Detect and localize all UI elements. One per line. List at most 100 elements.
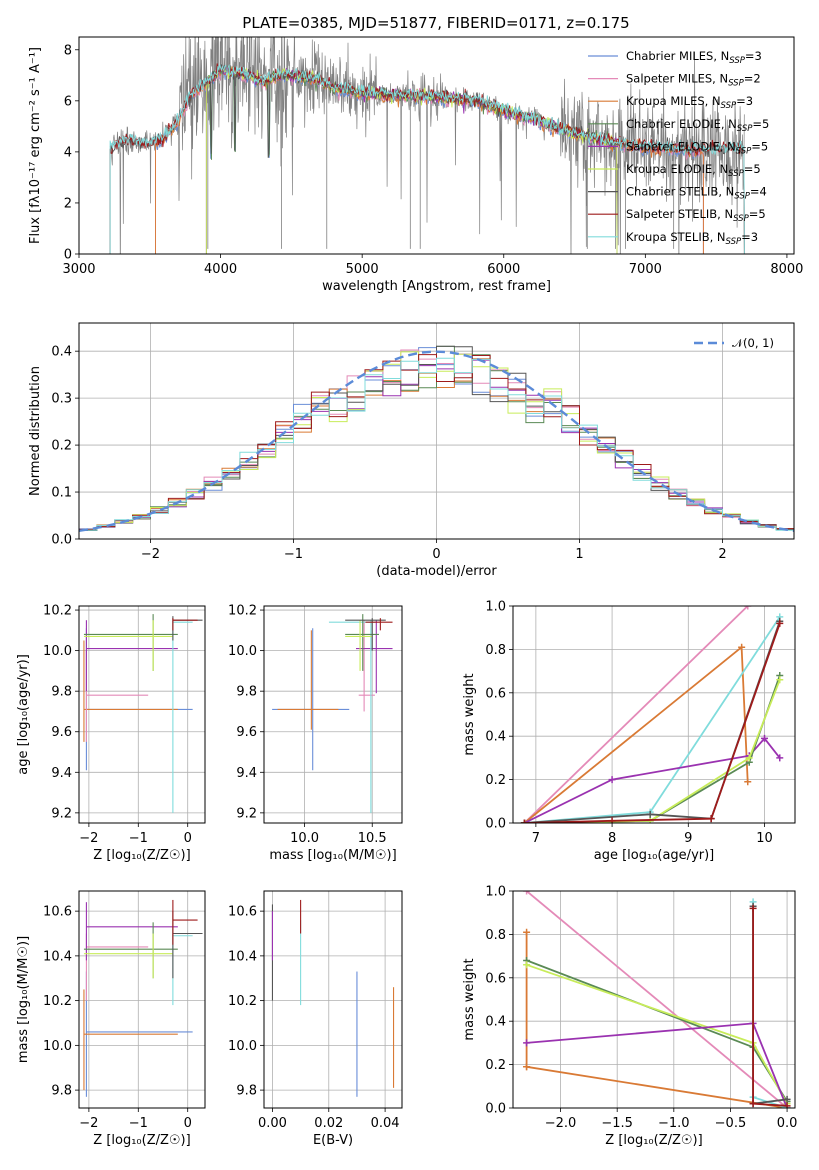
series-marker [738, 643, 746, 651]
y-tick-label: 0.6 [485, 971, 506, 986]
plot-area [83, 899, 203, 1097]
x-axis-label: Z [log₁₀(Z/Z☉)] [93, 1133, 190, 1148]
series-line [525, 932, 788, 1108]
y-tick-label: 10.2 [228, 994, 257, 1009]
series-marker [608, 817, 616, 823]
y-tick-label: 10.6 [43, 905, 72, 920]
series-line [524, 675, 781, 823]
axes-frame [78, 890, 206, 1109]
x-tick-label: 0 [184, 831, 192, 846]
series-line [526, 963, 788, 1105]
y-tick-label: 9.6 [236, 725, 257, 740]
axes-frame [512, 605, 796, 824]
panel-massweight-vs-age: 7 8 9 10 0.0 0.2 0.4 0.6 0.8 1.0 age [log₁₀(age/yr… [462, 600, 796, 863]
x-tick-label: 7000 [629, 262, 662, 277]
y-tick-label: 0.4 [485, 1015, 506, 1030]
axes-frame [512, 890, 796, 1109]
series-marker [523, 1063, 531, 1071]
y-tick-label: 0.2 [51, 439, 72, 454]
y-tick-label: 10.0 [228, 644, 257, 659]
panel-residuals: −2 −1 0 1 2 0.0 0.1 0.2 0.3 0.4 (data-model)/error… [28, 322, 795, 579]
legend-label: Kroupa MILES, NSSP=3 [626, 94, 753, 111]
y-axis-label: mass [log₁₀(M/M☉)] [16, 936, 31, 1063]
model-spectrum [109, 63, 745, 254]
x-tick-label: −1 [129, 1116, 148, 1131]
y-tick-label: 0.3 [51, 392, 72, 407]
y-tick-label: 0.8 [485, 928, 506, 943]
axes-frame [78, 322, 795, 540]
y-tick-label: 0 [64, 248, 72, 263]
x-tick-label: 10 [756, 831, 773, 846]
legend-label: Chabrier MILES, NSSP=3 [626, 49, 762, 66]
series-marker [707, 815, 715, 823]
legend-label: Chabrier STELIB, NSSP=4 [626, 185, 767, 202]
series-line [524, 623, 781, 823]
y-tick-label: 0.0 [51, 533, 72, 548]
x-tick-label: 8000 [770, 262, 803, 277]
y-tick-label: 9.8 [51, 685, 72, 700]
legend-label: Salpeter ELODIE, NSSP=5 [626, 139, 768, 156]
x-tick-label: −0.5 [715, 1116, 747, 1131]
series-line [523, 645, 749, 823]
series-marker [783, 1095, 791, 1103]
y-tick-label: 10.0 [43, 644, 72, 659]
series-line [526, 1022, 788, 1108]
y-tick-label: 0.6 [485, 686, 506, 701]
y-tick-label: 10.4 [228, 949, 257, 964]
y-tick-label: 10.0 [43, 1039, 72, 1054]
x-tick-label: 2 [718, 547, 726, 562]
x-tick-label: −2 [141, 547, 160, 562]
x-tick-label: 6000 [487, 262, 520, 277]
axes-frame [263, 890, 403, 1109]
series-marker [608, 776, 616, 784]
x-tick-label: −1.5 [601, 1116, 633, 1131]
series-marker [749, 1100, 757, 1108]
x-axis-label: Z [log₁₀(Z/Z☉)] [93, 848, 190, 863]
y-axis-label: Normed distribution [28, 366, 43, 496]
x-tick-label: 0.04 [371, 1116, 400, 1131]
series-marker [776, 676, 784, 684]
panel-mass-vs-ebv: 0.00 0.02 0.04 9.8 10.0 10.2 10.4 10.6 E(B-V) [228, 890, 403, 1148]
series-line [524, 679, 781, 823]
y-tick-label: 10.4 [43, 949, 72, 964]
x-tick-label: 0 [432, 547, 440, 562]
y-tick-label: 0.4 [51, 345, 72, 360]
y-tick-label: 0.2 [485, 773, 506, 788]
y-axis-label: mass weight [462, 673, 477, 755]
x-tick-label: −1 [129, 831, 148, 846]
x-tick-label: 3000 [62, 262, 95, 277]
series-marker [761, 734, 769, 742]
plot-area [272, 614, 393, 813]
legend-label: Salpeter MILES, NSSP=2 [626, 72, 761, 89]
plot-area [83, 614, 203, 813]
x-tick-label: 0.02 [314, 1116, 343, 1131]
normal-curve [79, 350, 794, 532]
series-marker [776, 754, 784, 762]
axes-frame [78, 36, 795, 255]
x-axis-label: (data-model)/error [376, 564, 497, 579]
x-axis-label: age [log₁₀(age/yr)] [594, 848, 715, 863]
x-tick-label: 1 [575, 547, 583, 562]
x-tick-label: −2.0 [545, 1116, 577, 1131]
y-tick-label: 10.2 [228, 604, 257, 619]
y-tick-label: 4 [64, 145, 72, 160]
plot-area [79, 345, 794, 532]
legend-label: Kroupa ELODIE, NSSP=5 [626, 162, 761, 179]
series-line [752, 901, 788, 1108]
y-tick-label: 6 [64, 94, 72, 109]
legend: 𝒩(0, 1) [694, 336, 774, 350]
panel-mass-vs-Z: −2 −1 0 9.8 10.0 10.2 10.4 10.6 Z [log₁₀(Z/Z☉)] m… [16, 890, 206, 1148]
legend-label: Chabrier ELODIE, NSSP=5 [626, 117, 769, 134]
series-line [752, 908, 788, 1107]
y-tick-label: 8 [64, 43, 72, 58]
plot-area [520, 606, 784, 823]
plot-area [109, 37, 745, 254]
y-tick-label: 0.0 [485, 817, 506, 832]
series-marker [744, 606, 752, 610]
y-tick-label: 1.0 [485, 600, 506, 615]
x-axis-label: E(B-V) [313, 1133, 353, 1148]
plot-area [271, 899, 395, 1097]
series-marker [783, 1102, 791, 1108]
x-tick-label: −1.0 [658, 1116, 690, 1131]
